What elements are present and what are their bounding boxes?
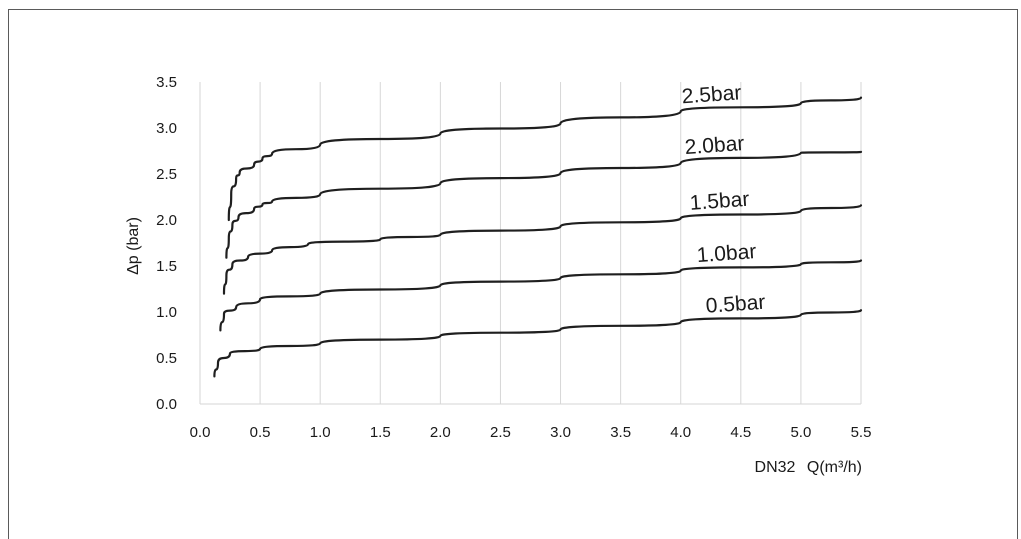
series-line-1-5bar	[222, 204, 863, 295]
series-label: 0.5bar	[705, 291, 766, 318]
series-label: 2.0bar	[684, 132, 745, 159]
series-label: 1.0bar	[696, 240, 757, 267]
x-tick-label: 1.0	[310, 424, 331, 441]
x-tick-label: 4.0	[670, 424, 691, 441]
x-tick-label: 2.5	[490, 424, 511, 441]
series-line-1-0bar	[219, 259, 863, 332]
x-tick-label: 1.5	[370, 424, 391, 441]
x-tick-label: 0.0	[190, 424, 211, 441]
x-tick-label: 3.0	[550, 424, 571, 441]
x-axis-title-unit: Q(m³/h)	[807, 459, 862, 476]
x-tick-label: 5.0	[790, 424, 811, 441]
x-tick-label: 2.0	[430, 424, 451, 441]
grid	[199, 82, 862, 405]
series-label: 2.5bar	[681, 81, 742, 108]
series-lines	[213, 96, 863, 378]
x-tick-label: 5.5	[851, 424, 872, 441]
series-labels: 0.5bar 1.0bar 1.5bar 2.0bar 2.5bar	[681, 81, 766, 318]
chart-frame	[8, 9, 1018, 539]
y-tick-label: 3.0	[156, 120, 177, 137]
x-axis-title-prefix: DN32	[755, 459, 796, 476]
series-label: 1.5bar	[689, 188, 750, 215]
y-tick-label: 0.5	[156, 350, 177, 367]
series-line-2-0bar	[225, 150, 863, 259]
y-axis-ticks: 0.0 0.5 1.0 1.5 2.0 2.5 3.0 3.5	[156, 74, 177, 413]
x-tick-label: 3.5	[610, 424, 631, 441]
x-axis-title: DN32 Q(m³/h)	[755, 459, 862, 476]
y-tick-label: 2.5	[156, 166, 177, 183]
x-tick-label: 0.5	[250, 424, 271, 441]
y-axis-title: Δp (bar)	[125, 217, 142, 275]
y-tick-label: 0.0	[156, 396, 177, 413]
series-line-2-5bar	[227, 96, 863, 222]
y-tick-label: 3.5	[156, 74, 177, 91]
y-tick-label: 2.0	[156, 212, 177, 229]
x-tick-label: 4.5	[730, 424, 751, 441]
y-tick-label: 1.5	[156, 258, 177, 275]
series-line-0-5bar	[213, 309, 863, 378]
y-tick-label: 1.0	[156, 304, 177, 321]
x-axis-ticks: 0.0 0.5 1.0 1.5 2.0 2.5 3.0 3.5 4.0 4.5 5.0 5.5	[190, 424, 872, 441]
